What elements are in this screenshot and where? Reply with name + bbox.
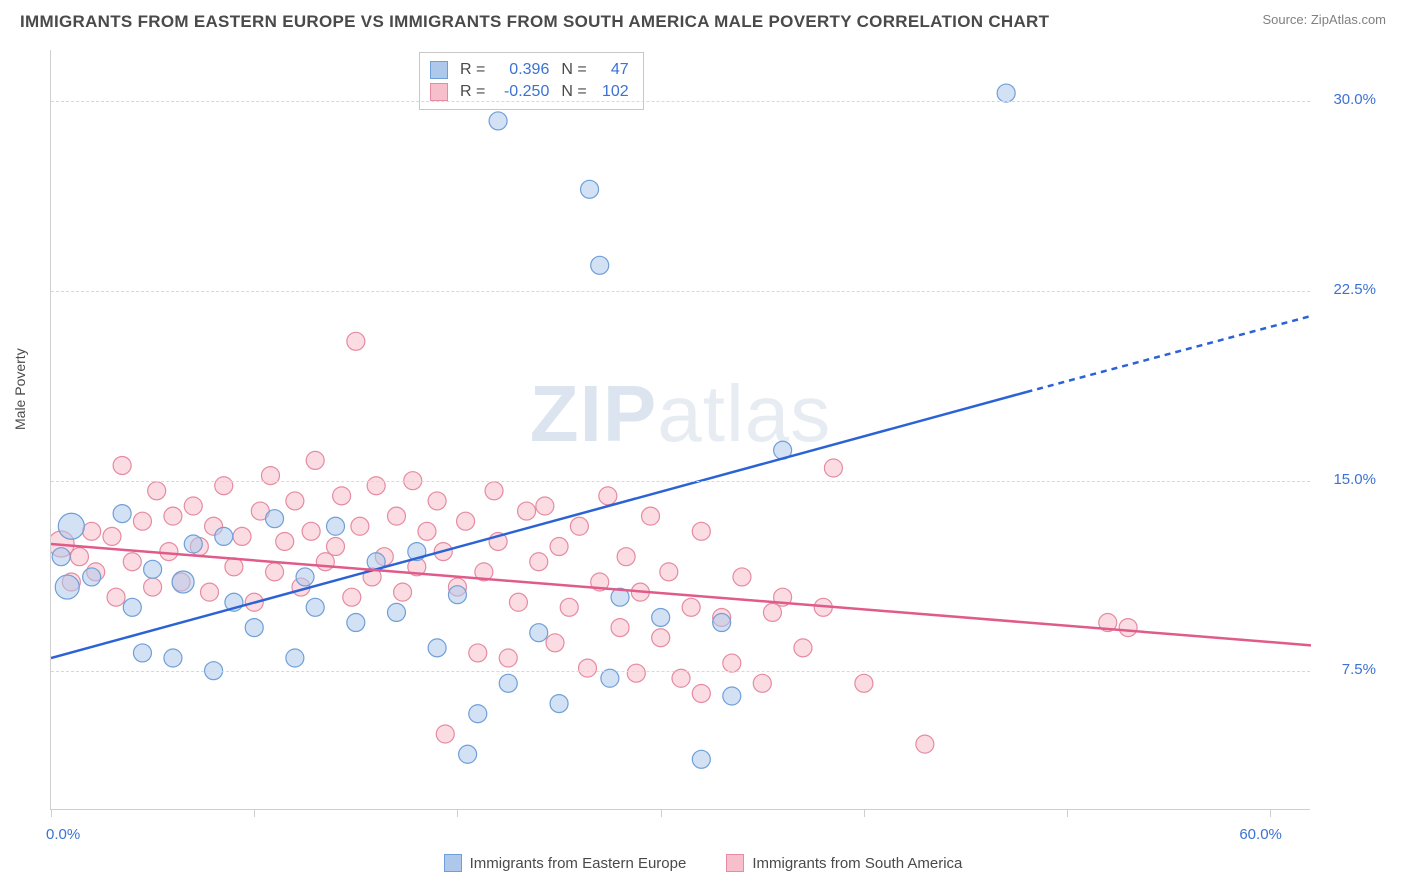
chart-title: IMMIGRANTS FROM EASTERN EUROPE VS IMMIGR… (20, 12, 1049, 32)
legend-label-blue: Immigrants from Eastern Europe (470, 855, 687, 872)
y-tick-label: 30.0% (1333, 91, 1376, 108)
legend-item-blue: Immigrants from Eastern Europe (444, 854, 687, 872)
stat-label-r: R = (460, 59, 485, 81)
chart-plot-area: ZIPatlas R = 0.396 N = 47 R = -0.250 N =… (50, 50, 1310, 810)
legend-item-pink: Immigrants from South America (726, 854, 962, 872)
swatch-pink-icon (726, 854, 744, 872)
source-attribution: Source: ZipAtlas.com (1262, 12, 1386, 27)
y-axis-label: Male Poverty (12, 348, 28, 430)
stat-label-n: N = (561, 59, 586, 81)
swatch-blue-icon (444, 854, 462, 872)
stat-n-blue: 47 (595, 59, 629, 81)
stat-r-blue: 0.396 (493, 59, 549, 81)
bottom-legend: Immigrants from Eastern Europe Immigrant… (0, 854, 1406, 872)
x-tick-label: 60.0% (1239, 826, 1282, 843)
scatter-svg (51, 50, 1311, 810)
y-tick-label: 22.5% (1333, 281, 1376, 298)
legend-label-pink: Immigrants from South America (752, 855, 962, 872)
swatch-pink-icon (430, 83, 448, 101)
swatch-blue-icon (430, 61, 448, 79)
stats-row-blue: R = 0.396 N = 47 (430, 59, 629, 81)
y-tick-label: 7.5% (1342, 661, 1376, 678)
y-tick-label: 15.0% (1333, 471, 1376, 488)
x-tick-label: 0.0% (46, 826, 80, 843)
